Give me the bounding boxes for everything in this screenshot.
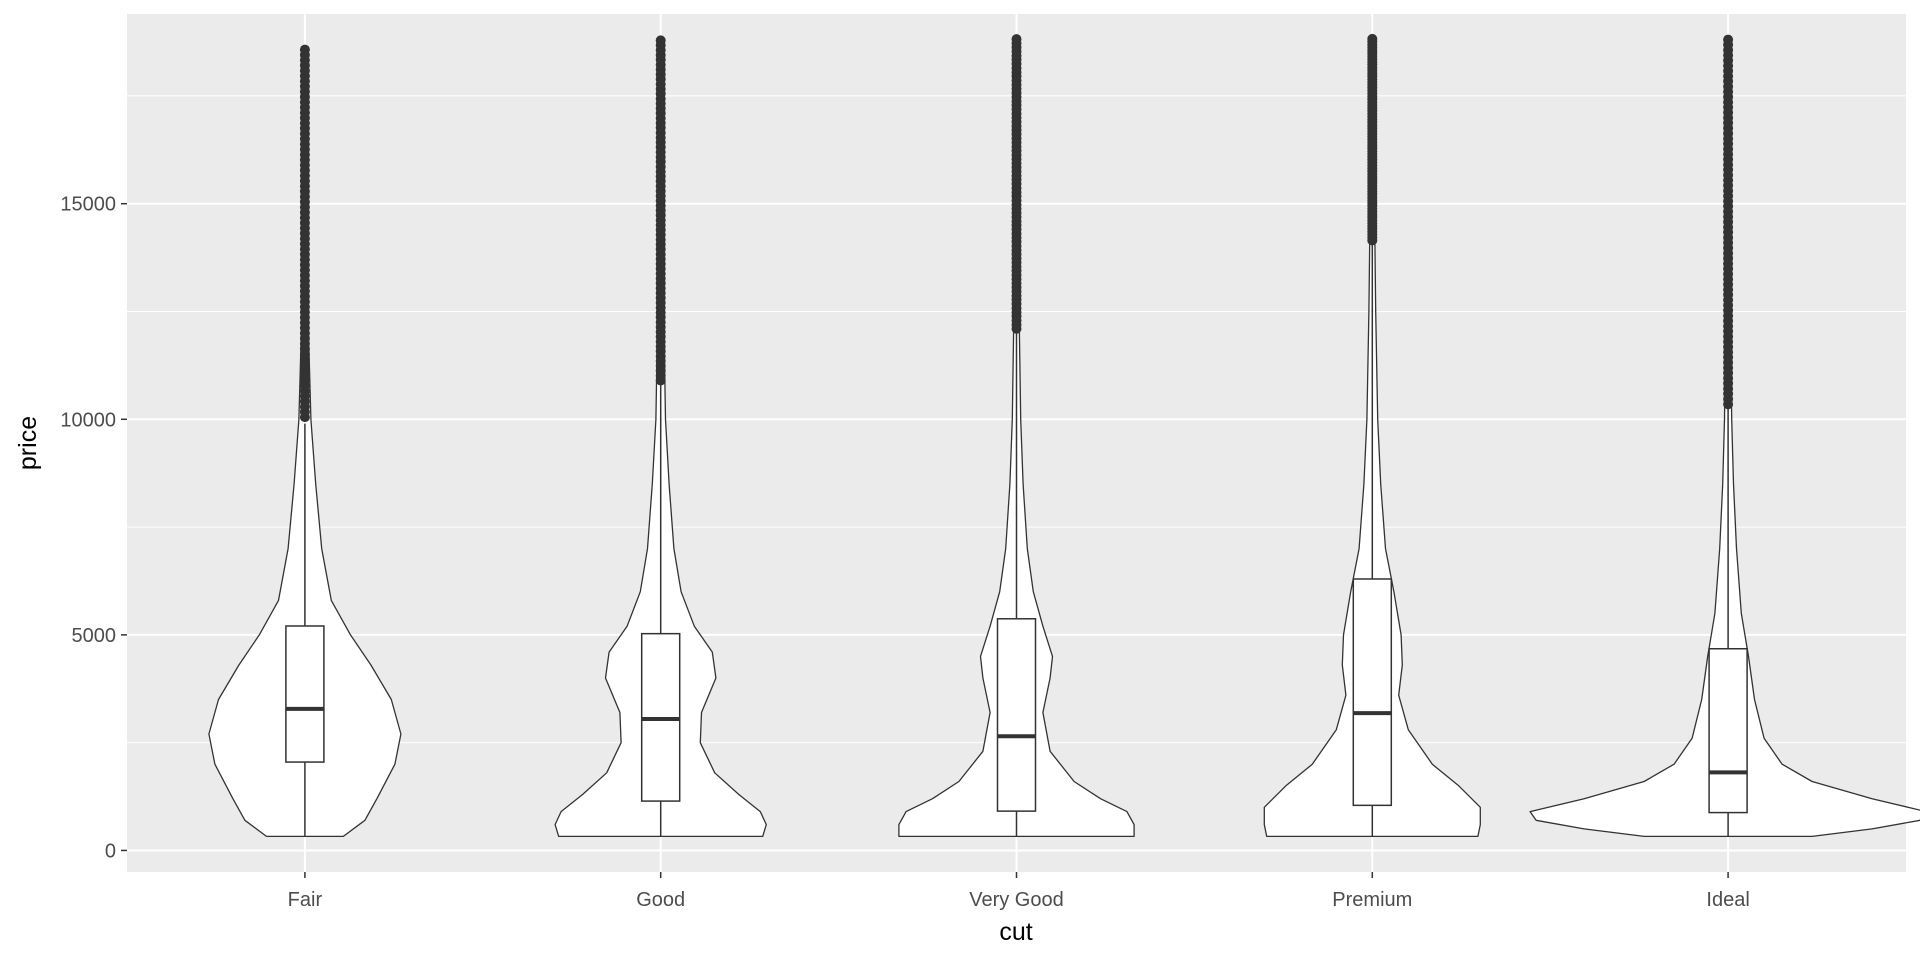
violins <box>208 33 1920 838</box>
y-tick-label: 0 <box>105 840 116 862</box>
y-tick-label: 10000 <box>60 409 116 431</box>
outlier-points <box>299 44 310 423</box>
y-axis-title: price <box>14 416 42 470</box>
outlier-point <box>1011 34 1022 45</box>
x-tick-label: Very Good <box>969 889 1064 911</box>
x-tick-label: Good <box>636 889 685 911</box>
outlier-points <box>1367 33 1378 246</box>
box <box>1708 647 1748 814</box>
violin-group <box>1263 33 1481 838</box>
outlier-points <box>1011 34 1022 334</box>
violin-group <box>208 44 402 838</box>
outlier-point <box>299 44 310 55</box>
violin-group <box>898 34 1135 838</box>
x-tick-label: Fair <box>288 889 323 911</box>
outlier-point <box>1723 34 1734 45</box>
axes: 0 5000 10000 15000 Fair Good Very Good Premium I… <box>60 194 1749 911</box>
outlier-point <box>655 35 666 46</box>
x-tick-label: Premium <box>1332 889 1412 911</box>
outlier-point <box>1367 33 1378 44</box>
box <box>285 625 325 763</box>
violin-group <box>554 35 767 838</box>
y-tick-label: 5000 <box>72 625 117 647</box>
box <box>996 618 1037 812</box>
outlier-points <box>655 35 666 386</box>
outlier-points <box>1723 34 1734 410</box>
x-axis-title: cut <box>999 918 1032 946</box>
box <box>1352 578 1393 807</box>
y-tick-label: 15000 <box>60 194 116 216</box>
x-tick-label: Ideal <box>1706 889 1749 911</box>
violin-group <box>1529 34 1920 838</box>
